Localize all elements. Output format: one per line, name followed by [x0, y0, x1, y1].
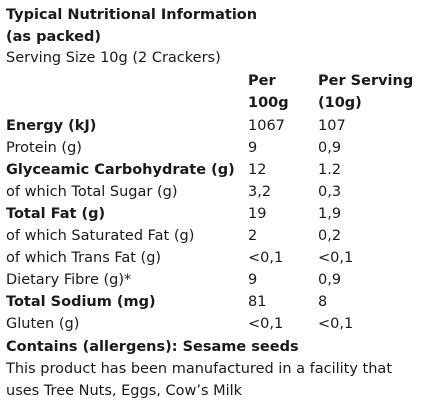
nutrient-row: Gluten (g) <0,1 <0,1 [6, 313, 416, 335]
nutrient-label: Total Fat (g) [6, 206, 106, 222]
nutrient-row: of which Trans Fat (g) <0,1 <0,1 [6, 247, 416, 269]
per-serving-value: 1.2 [318, 162, 342, 178]
nutrient-row: of which Saturated Fat (g) 2 0,2 [6, 225, 416, 247]
nutrient-label: Glyceamic Carbohydrate (g) [6, 162, 235, 178]
per-100g-value: <0,1 [248, 250, 284, 266]
column-header-per-100g-line-2: 100g [248, 95, 289, 111]
per-100g-value: 19 [248, 206, 267, 222]
panel-title: Typical Nutritional Information (as pack… [6, 4, 257, 48]
per-100g-value: 12 [248, 162, 267, 178]
per-100g-value: 2 [248, 228, 258, 244]
nutrient-label: Energy (kJ) [6, 118, 97, 134]
per-100g-value: <0,1 [248, 316, 284, 332]
per-serving-value: 0,2 [318, 228, 342, 244]
nutrient-label: Dietary Fibre (g)* [6, 272, 132, 288]
nutrient-label: of which Saturated Fat (g) [6, 228, 195, 244]
per-serving-value: 0,9 [318, 272, 342, 288]
per-serving-value: 8 [318, 294, 328, 310]
column-header-per-serving-line-1: Per Serving [318, 73, 414, 89]
title-line-2: (as packed) [6, 29, 101, 45]
title-line-1: Typical Nutritional Information [6, 7, 258, 23]
per-100g-value: 9 [248, 272, 258, 288]
column-header-per-100g: Per 100g [248, 70, 289, 114]
per-serving-value: 1,9 [318, 206, 342, 222]
nutrient-label: Total Sodium (mg) [6, 294, 156, 310]
panel-footer: Contains (allergens): Sesame seeds This … [6, 336, 416, 402]
per-serving-value: <0,1 [318, 250, 354, 266]
nutrient-label: of which Total Sugar (g) [6, 184, 178, 200]
column-header-per-serving-line-2: (10g) [318, 95, 362, 111]
nutrient-row: Protein (g) 9 0,9 [6, 137, 416, 159]
per-100g-value: 1067 [248, 118, 285, 134]
per-100g-value: 9 [248, 140, 258, 156]
per-100g-value: 3,2 [248, 184, 272, 200]
nutrient-label: Gluten (g) [6, 316, 80, 332]
allergens-statement: Contains (allergens): Sesame seeds [6, 339, 299, 355]
nutrient-row: of which Total Sugar (g) 3,2 0,3 [6, 181, 416, 203]
nutrient-row: Total Sodium (mg) 81 8 [6, 291, 416, 313]
facility-note: This product has been manufactured in a … [6, 361, 392, 399]
nutrient-row: Total Fat (g) 19 1,9 [6, 203, 416, 225]
nutrient-row: Energy (kJ) 1067 107 [6, 115, 416, 137]
nutrient-row: Dietary Fibre (g)* 9 0,9 [6, 269, 416, 291]
column-header-per-serving: Per Serving (10g) [318, 70, 413, 114]
nutrient-row: Glyceamic Carbohydrate (g) 12 1.2 [6, 159, 416, 181]
per-serving-value: <0,1 [318, 316, 354, 332]
column-header-per-100g-line-1: Per [248, 73, 276, 89]
per-serving-value: 0,3 [318, 184, 342, 200]
serving-size: Serving Size 10g (2 Crackers) [6, 50, 221, 66]
per-serving-value: 0,9 [318, 140, 342, 156]
nutrient-label: Protein (g) [6, 140, 82, 156]
nutrient-table: Energy (kJ) 1067 107 Protein (g) 9 0,9 G… [6, 115, 416, 335]
nutrient-label: of which Trans Fat (g) [6, 250, 162, 266]
per-serving-value: 107 [318, 118, 346, 134]
per-100g-value: 81 [248, 294, 267, 310]
